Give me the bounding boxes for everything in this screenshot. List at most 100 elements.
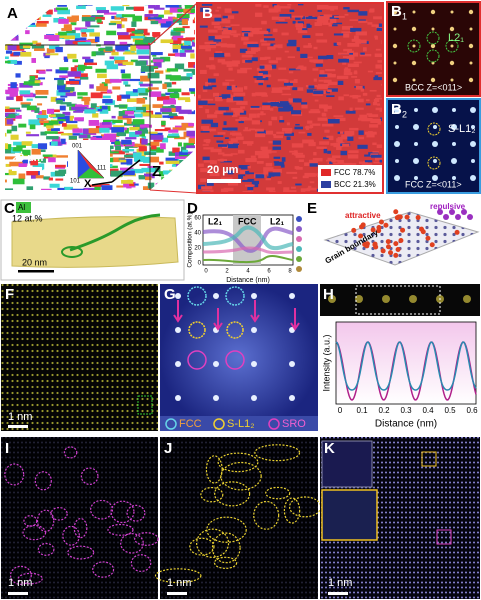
grain — [58, 89, 71, 93]
grain — [374, 97, 383, 100]
grain — [164, 82, 172, 88]
profile — [202, 255, 294, 264]
sro-ellipse — [50, 506, 68, 521]
grain — [319, 74, 328, 77]
fft-spot — [289, 395, 295, 401]
grain — [244, 33, 249, 37]
grain — [243, 117, 253, 121]
grain — [51, 128, 60, 131]
grain — [19, 83, 33, 88]
grain — [279, 87, 291, 90]
grain — [55, 190, 59, 195]
grain — [153, 139, 163, 142]
grain — [22, 24, 37, 27]
panel-label: F — [5, 286, 14, 303]
spot — [431, 27, 435, 31]
grain — [224, 15, 235, 19]
grain — [295, 154, 305, 158]
grain — [55, 155, 69, 158]
grain — [163, 99, 176, 105]
grain — [30, 159, 39, 166]
grain — [273, 44, 281, 48]
grain — [184, 0, 189, 4]
grain — [286, 136, 291, 140]
atomic-columns — [1, 284, 158, 431]
grain — [300, 188, 311, 192]
grain — [36, 115, 49, 119]
grain — [300, 53, 308, 58]
inset — [321, 440, 373, 488]
element-label: Al — [18, 203, 25, 212]
grain — [91, 51, 96, 57]
grain — [272, 146, 282, 150]
grain — [142, 3, 151, 5]
fft-spot — [251, 361, 257, 367]
grain — [144, 5, 153, 6]
grain — [89, 32, 100, 37]
grain — [315, 33, 324, 36]
grain — [150, 80, 163, 84]
grain — [178, 109, 192, 114]
grain — [313, 59, 324, 63]
grain — [369, 124, 379, 128]
grain — [8, 113, 16, 119]
grain — [150, 52, 163, 56]
grain — [34, 80, 41, 84]
sro-ellipse — [34, 471, 52, 491]
fft-spot — [251, 327, 257, 333]
repulsive-label: repulsive — [430, 202, 466, 211]
spot-ring — [445, 39, 459, 53]
grain — [99, 122, 112, 129]
y-tick-label: 40 — [194, 231, 201, 237]
atom — [437, 209, 443, 215]
h-ticks: 0 0.1 0.2 0.3 0.4 0.5 0.6 — [338, 406, 478, 415]
grain — [18, 123, 27, 128]
grain — [122, 5, 130, 7]
grain — [206, 11, 212, 16]
inset — [321, 489, 378, 541]
grain — [48, 35, 60, 41]
grain — [201, 98, 214, 101]
grain — [55, 7, 68, 11]
grain — [41, 110, 47, 116]
grain — [288, 98, 293, 103]
grain — [255, 174, 265, 179]
grain — [46, 69, 53, 72]
grain — [313, 78, 317, 82]
grain — [360, 88, 365, 92]
fft-ring — [225, 286, 245, 306]
grain — [223, 29, 232, 33]
atom — [358, 233, 364, 239]
grain — [121, 79, 131, 82]
grain — [129, 78, 140, 82]
grain — [109, 79, 122, 83]
grain — [327, 88, 338, 92]
grain — [201, 3, 213, 6]
grain — [90, 192, 98, 196]
grain — [170, 182, 185, 188]
grain — [233, 96, 244, 101]
grain — [21, 141, 33, 146]
atom — [393, 209, 399, 215]
grain — [49, 183, 60, 188]
grain — [185, 99, 191, 103]
grain — [133, 6, 145, 11]
grain — [307, 44, 312, 47]
spot-ring — [426, 49, 440, 63]
grain — [97, 73, 107, 79]
atomic-columns — [1, 437, 158, 599]
grain — [179, 49, 185, 55]
grain — [258, 82, 264, 86]
grain — [305, 125, 309, 130]
panel-label-sub: 1 — [402, 11, 407, 21]
grain — [366, 99, 370, 102]
grain — [132, 89, 142, 93]
arrow — [250, 300, 260, 323]
grain — [247, 172, 254, 175]
grain — [47, 108, 55, 114]
grain — [18, 22, 23, 27]
grain — [119, 159, 127, 163]
grain — [29, 75, 36, 81]
grain — [48, 157, 56, 163]
grain — [184, 179, 191, 183]
